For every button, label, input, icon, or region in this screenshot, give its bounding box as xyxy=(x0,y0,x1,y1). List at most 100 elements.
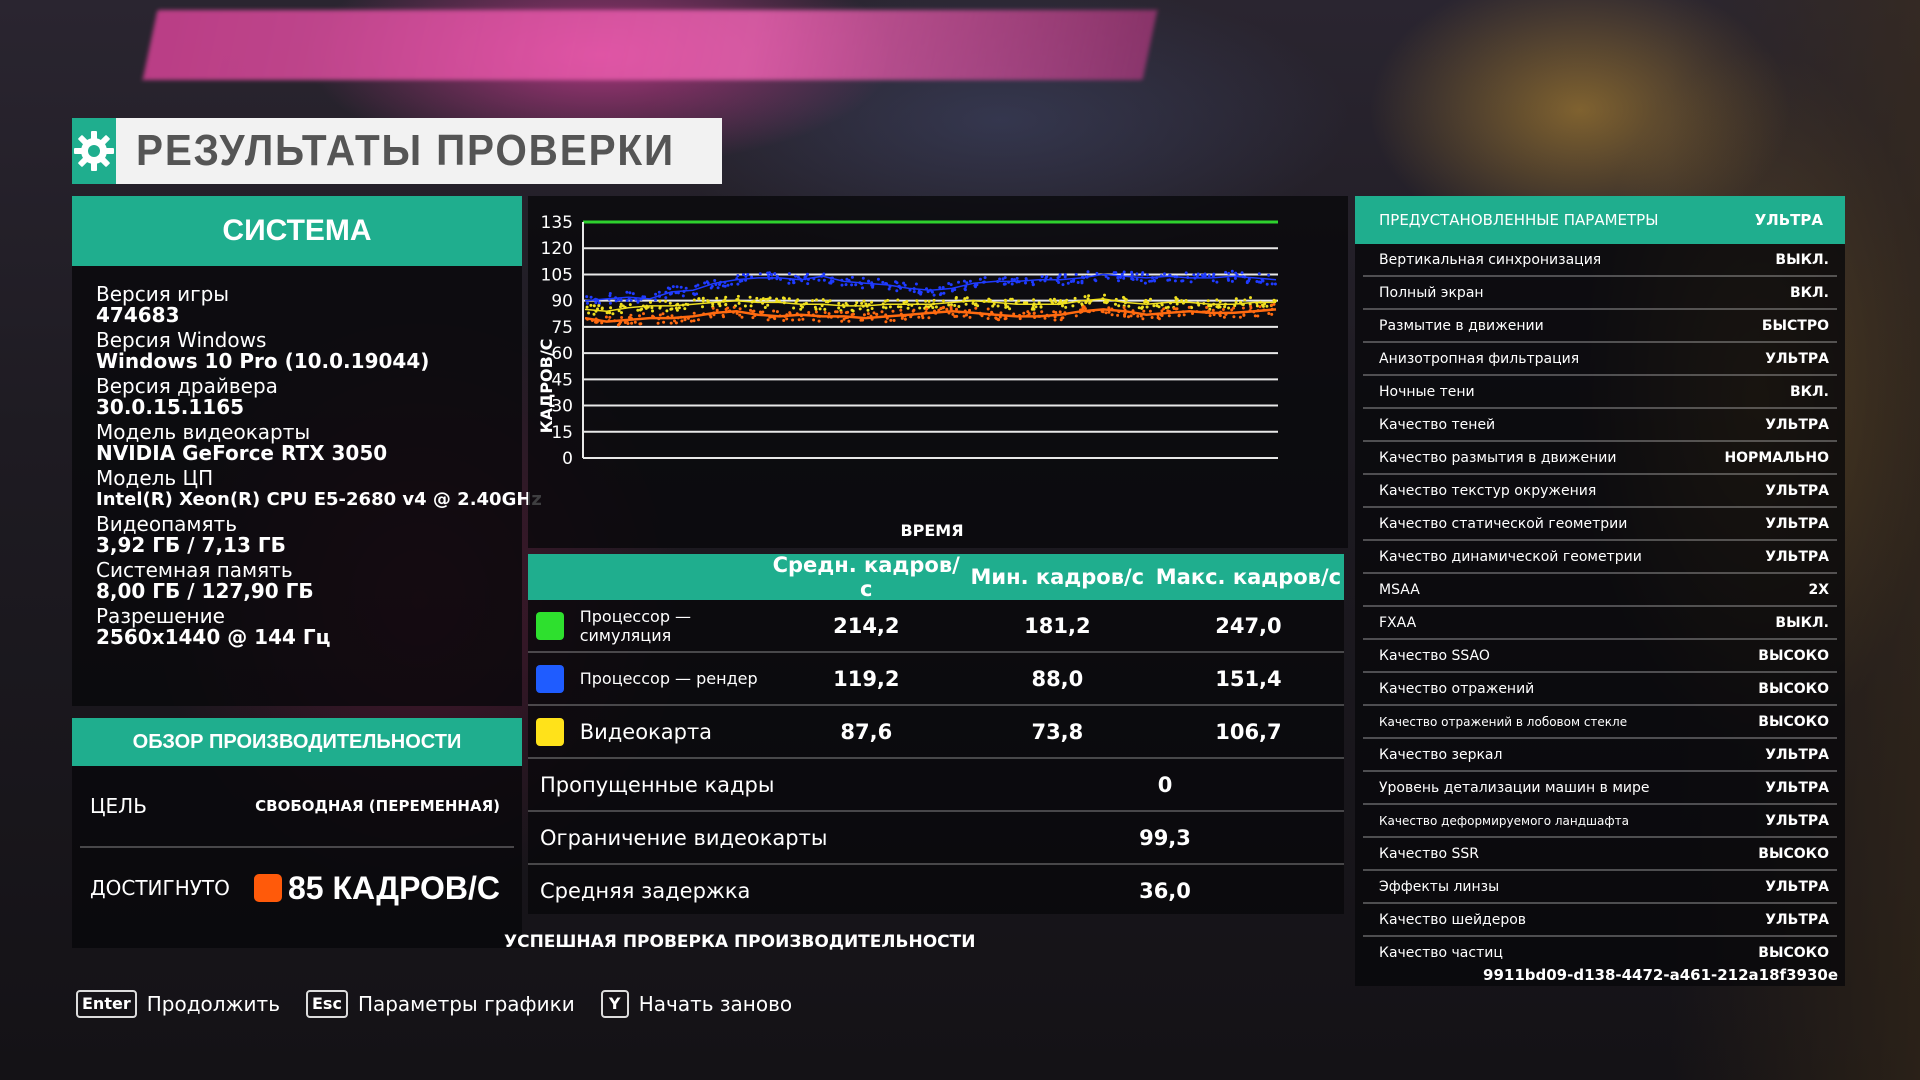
chart-point xyxy=(954,296,958,299)
chart-point xyxy=(1208,314,1212,318)
chart-point xyxy=(910,303,914,307)
chart-point xyxy=(950,289,954,293)
chart-point xyxy=(1071,304,1075,308)
chart-y-tick-label: 90 xyxy=(551,292,573,312)
chart-point xyxy=(866,316,870,320)
chart-point xyxy=(839,310,843,314)
chart-point xyxy=(677,306,681,310)
chart-point xyxy=(724,307,728,311)
chart-point xyxy=(1257,280,1261,284)
setting-name: Качество зеркал xyxy=(1379,746,1503,763)
chart-point xyxy=(1001,277,1005,281)
chart-point xyxy=(1249,296,1252,300)
chart-point xyxy=(1160,314,1164,317)
chart-point xyxy=(1004,299,1008,303)
chart-point xyxy=(974,306,978,310)
system-header: СИСТЕМА xyxy=(72,196,522,266)
chart-point xyxy=(1061,304,1064,308)
chart-point xyxy=(924,310,928,314)
chart-point xyxy=(600,307,604,311)
chart-point xyxy=(955,307,958,311)
background-banner xyxy=(142,10,1158,80)
chart-point xyxy=(1258,305,1262,309)
setting-name: Качество SSR xyxy=(1379,845,1480,862)
chart-point xyxy=(589,303,593,307)
continue-button[interactable]: Enter Продолжить xyxy=(76,990,280,1018)
setting-row: Анизотропная фильтрация УЛЬТРА xyxy=(1363,343,1837,376)
chart-point xyxy=(1234,300,1238,304)
chart-point xyxy=(929,288,932,292)
chart-point xyxy=(1072,278,1076,282)
chart-point xyxy=(1150,276,1154,280)
chart-point xyxy=(785,313,789,317)
chart-point xyxy=(753,314,757,317)
chart-y-tick-label: 15 xyxy=(551,423,573,443)
chart-point xyxy=(883,299,887,303)
chart-point xyxy=(1010,282,1014,286)
chart-point xyxy=(1123,301,1127,305)
chart-point xyxy=(1243,298,1247,302)
chart-point xyxy=(727,310,731,313)
chart-point xyxy=(683,318,687,322)
setting-value: УЛЬТРА xyxy=(1765,746,1829,763)
setting-name: Качество текстур окружения xyxy=(1379,482,1597,499)
chart-point xyxy=(1212,272,1216,276)
cpu-render-swatch xyxy=(536,664,564,693)
chart-point xyxy=(1122,276,1126,280)
chart-point xyxy=(1155,304,1159,307)
chart-point xyxy=(1238,315,1242,319)
chart-point xyxy=(740,315,744,319)
chart-point xyxy=(1156,316,1160,320)
target-label: ЦЕЛЬ xyxy=(90,794,147,818)
chart-point xyxy=(904,300,908,304)
chart-point xyxy=(1270,312,1274,316)
chart-point xyxy=(650,306,654,310)
chart-point xyxy=(912,290,916,294)
chart-point xyxy=(1260,278,1264,282)
continue-label: Продолжить xyxy=(146,992,280,1016)
chart-point xyxy=(862,313,866,317)
chart-point xyxy=(903,317,907,321)
performance-overview-panel: ОБЗОР ПРОИЗВОДИТЕЛЬНОСТИ ЦЕЛЬ СВОБОДНАЯ … xyxy=(72,718,522,948)
chart-point xyxy=(926,305,930,309)
chart-point xyxy=(750,275,754,279)
chart-point xyxy=(968,279,972,283)
chart-point xyxy=(1031,280,1034,284)
setting-name: Размытие в движении xyxy=(1379,317,1544,334)
chart-point xyxy=(1181,301,1185,305)
chart-point xyxy=(594,320,597,324)
chart-point xyxy=(701,299,705,303)
chart-point xyxy=(999,311,1003,315)
chart-point xyxy=(673,319,676,323)
chart-point xyxy=(862,299,866,303)
chart-point xyxy=(986,317,990,320)
chart-point xyxy=(1117,279,1120,283)
chart-point xyxy=(641,295,645,299)
setting-row: MSAA 2X xyxy=(1363,574,1837,607)
setting-value: УЛЬТРА xyxy=(1765,878,1829,895)
system-panel: СИСТЕМА Версия игры 474683 Версия Window… xyxy=(72,196,542,706)
setting-name: Полный экран xyxy=(1379,284,1484,301)
chart-point xyxy=(829,315,833,319)
chart-point xyxy=(812,318,816,322)
chart-point xyxy=(665,309,669,313)
setting-value: НОРМАЛЬНО xyxy=(1724,449,1829,466)
chart-point xyxy=(950,303,953,307)
chart-point xyxy=(751,316,755,320)
restart-button[interactable]: Y Начать заново xyxy=(600,990,792,1018)
chart-point xyxy=(1086,270,1090,274)
chart-point xyxy=(665,316,669,320)
chart-point xyxy=(892,319,896,322)
chart-point xyxy=(965,281,969,285)
setting-name: Качество отражений в лобовом стекле xyxy=(1379,714,1628,729)
chart-point xyxy=(867,279,871,283)
chart-point xyxy=(594,301,598,305)
chart-point xyxy=(859,318,863,322)
setting-name: Качество динамической геометрии xyxy=(1379,548,1642,565)
chart-point xyxy=(1107,310,1111,314)
chart-point xyxy=(1160,303,1164,307)
chart-point xyxy=(854,303,858,307)
chart-point xyxy=(1169,301,1172,305)
chart-y-tick-label: 135 xyxy=(541,213,573,233)
graphics-settings-button[interactable]: Esc Параметры графики xyxy=(306,990,575,1018)
